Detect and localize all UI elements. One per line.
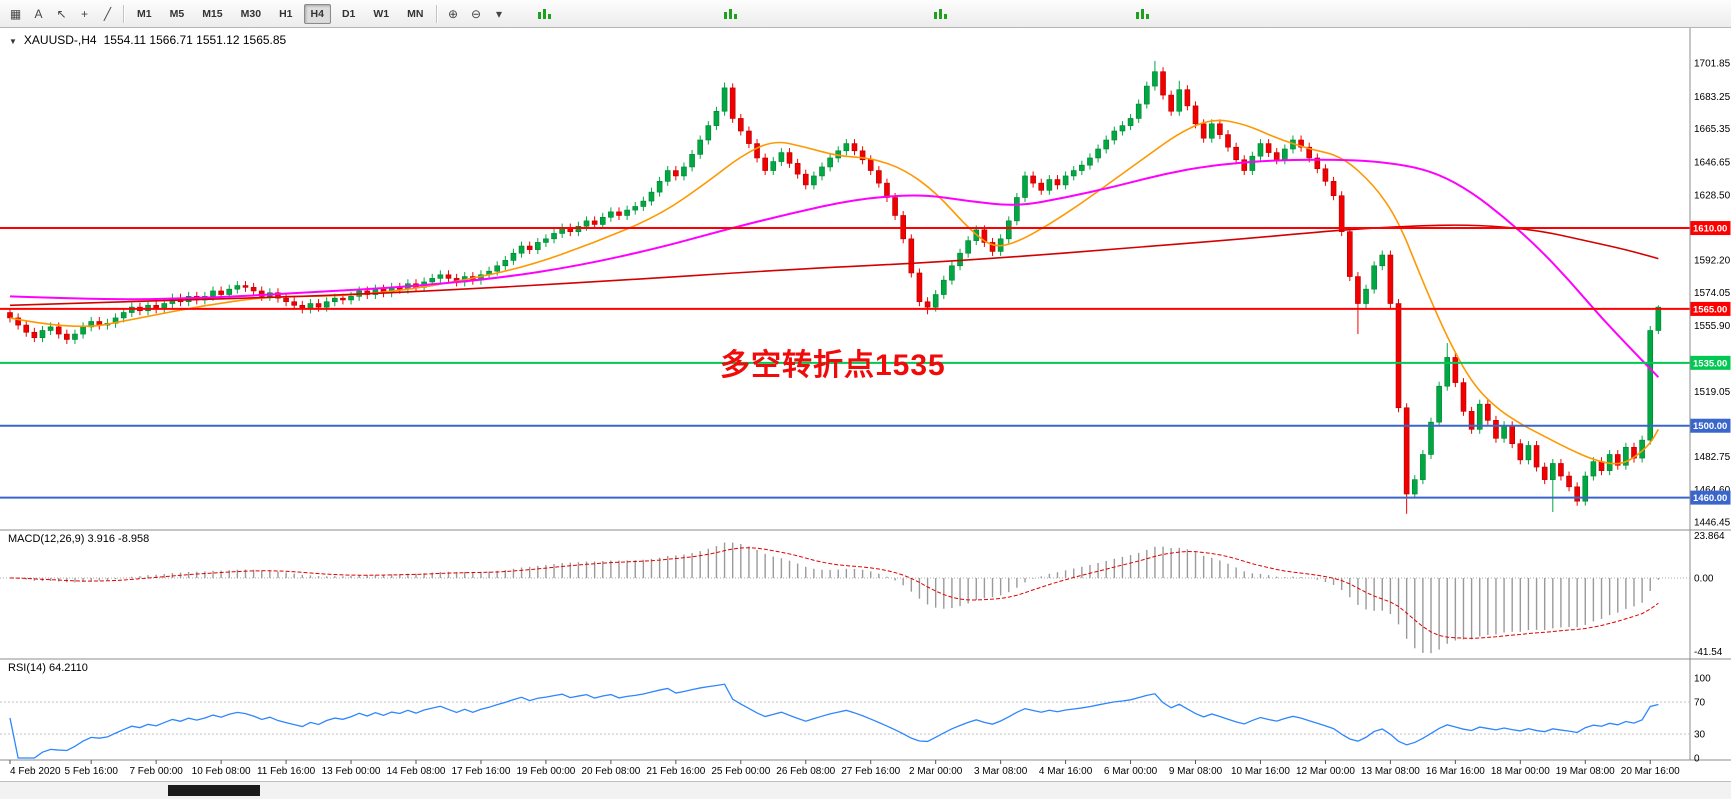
timeframe-m15-button[interactable]: M15 xyxy=(195,4,229,24)
chart-title-ohlc: 1554.11 1566.71 1551.12 1565.85 xyxy=(103,33,287,47)
time-axis-label: 20 Mar 16:00 xyxy=(1621,766,1680,777)
macd-signal-line xyxy=(9,547,1659,639)
toolbar-right-group: ⊕ ⊖ ▾ xyxy=(442,3,509,24)
time-axis-label: 14 Feb 08:00 xyxy=(387,766,446,777)
time-axis-label: 4 Mar 16:00 xyxy=(1039,766,1093,777)
crosshair-tool-icon[interactable]: + xyxy=(80,6,88,21)
macd-axis-label: 23.864 xyxy=(1694,531,1725,542)
zoom-out-icon[interactable]: ⊖ xyxy=(470,6,481,21)
macd-indicator-label: MACD(12,26,9) 3.916 -8.958 xyxy=(8,533,150,545)
timeframe-mn-button[interactable]: MN xyxy=(400,4,430,24)
toolbar: ▦ A ↖ + ╱ M1 M5 M15 M30 H1 H4 D1 W1 MN ⊕ ⊖ ▾ xyxy=(0,0,1731,28)
time-axis-label: 21 Feb 16:00 xyxy=(646,766,705,777)
time-axis-label: 18 Mar 00:00 xyxy=(1491,766,1550,777)
rsi-axis-label: 70 xyxy=(1694,698,1706,709)
price-badge-1535.00: 1535.00 xyxy=(1690,355,1731,370)
price-axis-label: 1555.90 xyxy=(1694,321,1731,332)
status-bar xyxy=(0,781,1731,799)
cursor-tool-icon[interactable]: ↖ xyxy=(56,6,67,21)
chart-shortcut-icon[interactable] xyxy=(537,4,552,24)
time-axis-label: 13 Feb 00:00 xyxy=(322,766,381,777)
time-axis-label: 25 Feb 00:00 xyxy=(711,766,770,777)
timeframe-h1-button[interactable]: H1 xyxy=(272,4,299,24)
time-axis-label: 17 Feb 16:00 xyxy=(451,766,510,777)
price-axis-label: 1519.05 xyxy=(1694,387,1731,398)
timeframe-m1-button[interactable]: M1 xyxy=(130,4,159,24)
chart-shortcut-icon[interactable] xyxy=(723,4,738,24)
chart-shortcut-icon[interactable] xyxy=(933,4,948,24)
time-axis-label: 9 Mar 08:00 xyxy=(1169,766,1223,777)
timeframe-m30-button[interactable]: M30 xyxy=(234,4,268,24)
time-axis-label: 4 Feb 2020 xyxy=(10,766,61,777)
price-axis-label: 1701.85 xyxy=(1694,59,1731,70)
price-axis-label: 1592.20 xyxy=(1694,256,1731,267)
timeframe-h4-button[interactable]: H4 xyxy=(303,3,331,24)
price-badge-1565.00: 1565.00 xyxy=(1690,301,1731,316)
chart-grid-icon[interactable]: ▦ xyxy=(9,6,22,21)
dropdown-arrow-icon[interactable]: ▾ xyxy=(495,6,502,21)
time-axis-label: 27 Feb 16:00 xyxy=(841,766,900,777)
svg-text:1565.00: 1565.00 xyxy=(1693,304,1727,315)
time-axis-label: 3 Mar 08:00 xyxy=(974,766,1028,777)
timeframe-button-group: M1 M5 M15 M30 H1 H4 D1 W1 MN xyxy=(129,3,431,24)
chart-shortcut-icon[interactable] xyxy=(1135,4,1150,24)
time-axis-label: 7 Feb 00:00 xyxy=(129,766,183,777)
svg-text:1610.00: 1610.00 xyxy=(1693,224,1727,235)
rsi-axis-label: 100 xyxy=(1694,674,1711,685)
price-axis-label: 1446.45 xyxy=(1694,517,1731,528)
macd-axis-label: -41.54 xyxy=(1694,647,1723,658)
timeframe-w1-button[interactable]: W1 xyxy=(366,4,396,24)
price-axis-label: 1646.65 xyxy=(1694,158,1731,169)
candlestick-series xyxy=(7,60,1662,514)
chart-title: ▼ XAUUSD-,H4 1554.11 1566.71 1551.12 156… xyxy=(9,33,286,47)
time-axis-label: 10 Feb 08:00 xyxy=(192,766,251,777)
rsi-indicator-label: RSI(14) 64.2110 xyxy=(8,662,88,674)
price-axis-label: 1464.60 xyxy=(1694,485,1731,496)
price-axis-label: 1574.05 xyxy=(1694,288,1731,299)
price-axis-label: 1683.25 xyxy=(1694,92,1731,103)
time-axis-label: 10 Mar 16:00 xyxy=(1231,766,1290,777)
ma-fast-line xyxy=(9,119,1660,465)
rsi-axis-label: 0 xyxy=(1694,754,1700,765)
time-axis-label: 5 Feb 16:00 xyxy=(65,766,119,777)
time-axis-label: 16 Mar 16:00 xyxy=(1426,766,1485,777)
text-tool-icon[interactable]: A xyxy=(34,6,43,21)
zoom-in-icon[interactable]: ⊕ xyxy=(447,6,458,21)
price-axis-label: 1628.50 xyxy=(1694,190,1731,201)
rsi-axis-label: 30 xyxy=(1694,730,1706,741)
svg-text:1535.00: 1535.00 xyxy=(1693,358,1727,369)
time-axis-label: 26 Feb 08:00 xyxy=(776,766,835,777)
price-axis-label: 1665.35 xyxy=(1694,124,1731,135)
price-axis-label: 1482.75 xyxy=(1694,452,1731,463)
time-axis-label: 2 Mar 00:00 xyxy=(909,766,963,777)
collapse-arrow-icon[interactable]: ▼ xyxy=(9,37,17,46)
rsi-line xyxy=(9,683,1659,759)
price-badge-1500.00: 1500.00 xyxy=(1690,418,1731,433)
svg-text:1460.00: 1460.00 xyxy=(1693,493,1727,504)
ma-medium-line xyxy=(9,158,1660,378)
time-axis-label: 11 Feb 16:00 xyxy=(257,766,316,777)
time-axis-label: 19 Mar 08:00 xyxy=(1556,766,1615,777)
chart-title-symbol: XAUUSD-,H4 xyxy=(23,33,97,47)
macd-histogram xyxy=(17,542,1660,654)
time-axis-label: 13 Mar 08:00 xyxy=(1361,766,1420,777)
price-badge-1610.00: 1610.00 xyxy=(1690,221,1731,236)
svg-text:1500.00: 1500.00 xyxy=(1693,421,1727,432)
taskbar-fragment xyxy=(168,785,260,796)
toolbar-left-group: ▦ A ↖ + ╱ xyxy=(5,3,118,24)
annotation-text[interactable]: 多空转折点1535 xyxy=(720,349,946,382)
ma-slow-line xyxy=(9,224,1659,307)
timeframe-d1-button[interactable]: D1 xyxy=(335,4,362,24)
timeframe-m5-button[interactable]: M5 xyxy=(163,4,192,24)
macd-axis-label: 0.00 xyxy=(1694,574,1714,585)
draw-line-tool-icon[interactable]: ╱ xyxy=(103,6,112,21)
time-axis-label: 19 Feb 00:00 xyxy=(516,766,575,777)
time-axis-label: 12 Mar 00:00 xyxy=(1296,766,1355,777)
toolbar-separator xyxy=(123,4,124,23)
toolbar-separator xyxy=(436,4,438,23)
time-axis-label: 20 Feb 08:00 xyxy=(581,766,640,777)
price-badge-1460.00: 1460.00 xyxy=(1690,490,1731,505)
time-axis-label: 6 Mar 00:00 xyxy=(1104,766,1158,777)
